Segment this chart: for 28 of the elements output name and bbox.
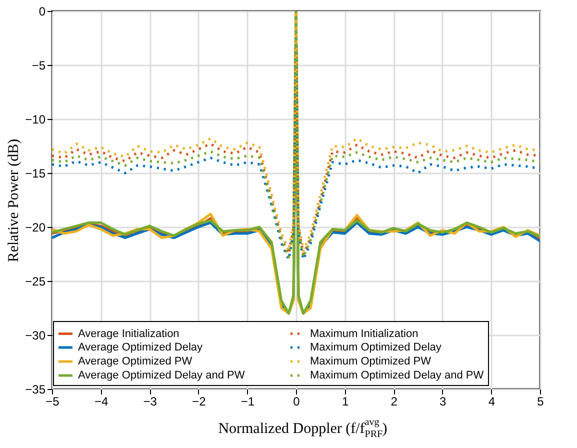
y-tick-label: −5 (32, 58, 46, 72)
x-tick-label: 1 (342, 394, 349, 408)
legend-label: Maximum Optimized Delay and PW (310, 370, 484, 382)
legend-label: Average Optimized Delay (78, 342, 204, 354)
y-tick-label: −10 (25, 112, 46, 126)
legend-label: Maximum Initialization (310, 328, 418, 340)
y-axis-title: Relative Power (dB) (6, 138, 22, 262)
x-tick-label: 2 (390, 394, 398, 408)
y-tick-label: −15 (25, 166, 46, 180)
y-tick-label: −35 (25, 382, 46, 396)
x-tick-label: 4 (488, 394, 496, 408)
x-tick-label: −2 (192, 394, 206, 408)
legend-label: Average Optimized Delay and PW (78, 370, 246, 382)
y-tick-label: −20 (25, 220, 46, 234)
x-tick-label: 5 (537, 394, 544, 408)
x-tick-label: 3 (440, 394, 447, 408)
x-tick-label: −1 (240, 394, 255, 408)
x-tick-label: −4 (94, 394, 108, 408)
x-tick-label: 0 (293, 394, 300, 408)
y-tick-label: −25 (25, 274, 46, 288)
legend-label: Average Initialization (78, 328, 180, 340)
legend-label: Maximum Optimized Delay (310, 342, 442, 354)
y-tick-label: −30 (25, 328, 46, 342)
legend-label: Maximum Optimized PW (310, 356, 432, 368)
x-tick-label: −3 (143, 394, 158, 408)
y-tick-label: 0 (38, 4, 46, 18)
legend-label: Average Optimized PW (78, 356, 193, 368)
x-tick-label: −5 (46, 394, 60, 408)
